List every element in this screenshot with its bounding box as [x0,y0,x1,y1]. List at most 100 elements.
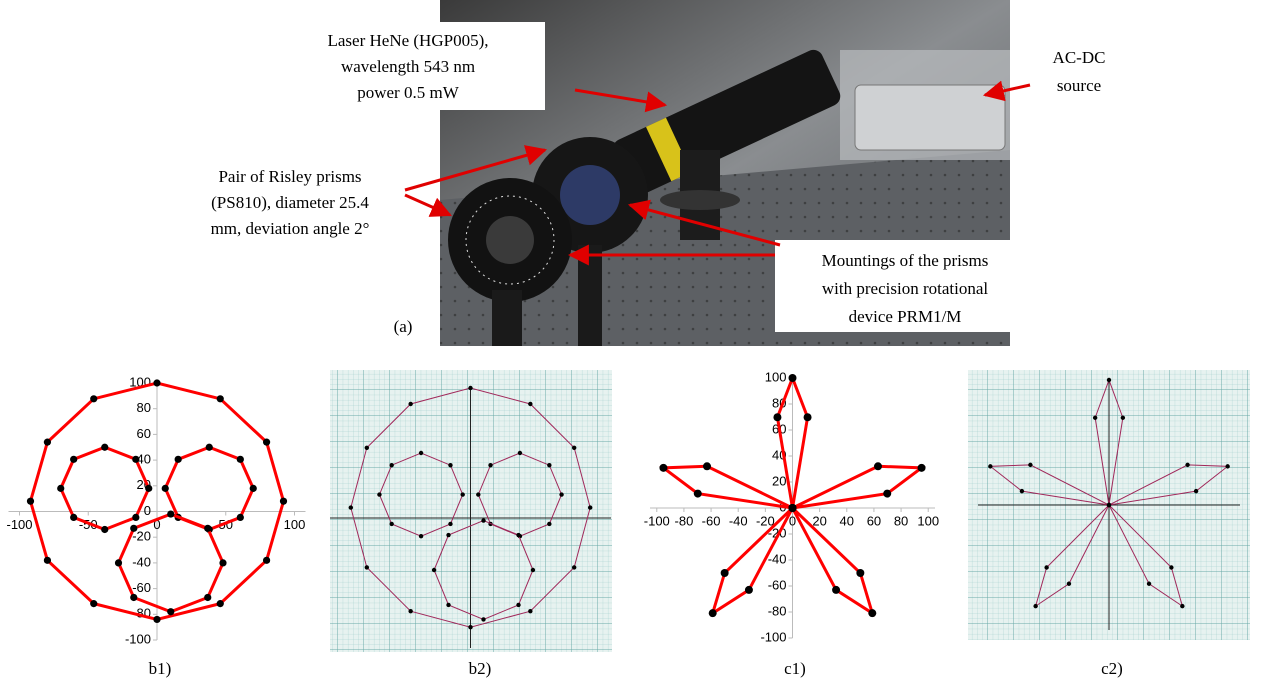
data-point [237,456,244,463]
caption: c1) [784,659,806,678]
data-point [130,594,137,601]
data-point [476,492,480,496]
y-tick-label: -40 [768,551,787,566]
data-point [250,485,257,492]
annotation: Laser HeNe (HGP005), [328,31,489,50]
data-point [217,395,224,402]
data-point [1067,582,1071,586]
data-point [446,533,450,537]
data-point [132,456,139,463]
x-tick-label: 100 [284,517,306,532]
y-tick-label: 80 [137,400,151,415]
data-point [1028,463,1032,467]
data-point [531,568,535,572]
data-point [1121,416,1125,420]
data-point [868,609,876,617]
x-tick-label: 20 [812,513,826,528]
data-point [547,522,551,526]
data-point [44,439,51,446]
data-point [572,565,576,569]
data-point [559,492,563,496]
x-tick-label: 40 [840,513,854,528]
data-point [204,525,211,532]
data-point [206,444,213,451]
data-point [918,464,926,472]
data-point [1033,604,1037,608]
data-point [659,464,667,472]
y-tick-label: -100 [125,631,151,646]
data-point [988,464,992,468]
data-point [132,514,139,521]
data-point [721,569,729,577]
page: Laser HeNe (HGP005), wavelength 543 nm p… [0,0,1262,686]
data-point [547,463,551,467]
data-point [1093,416,1097,420]
y-tick-label: -80 [768,603,787,618]
annotation: Mountings of the prisms [822,251,989,270]
data-point [162,485,169,492]
data-point [481,518,485,522]
data-point [832,586,840,594]
data-point [1147,582,1151,586]
data-point [130,525,137,532]
data-point [745,586,753,594]
data-point [377,492,381,496]
caption: b2) [469,659,492,678]
data-point [789,504,797,512]
data-point [167,608,174,615]
annotation: power 0.5 mW [357,83,459,102]
data-point [518,451,522,455]
annotation: with precision rotational [822,279,988,298]
data-point [448,463,452,467]
data-point [408,402,412,406]
data-point [1194,489,1198,493]
x-tick-label: -60 [702,513,721,528]
y-tick-label: 20 [772,473,786,488]
panel-label: (a) [394,317,413,336]
data-point [460,492,464,496]
x-tick-label: -40 [729,513,748,528]
data-point [694,490,702,498]
data-point [488,463,492,467]
data-point [419,534,423,538]
annotation: (PS810), diameter 25.4 [211,193,369,212]
data-point [263,557,270,564]
y-tick-label: -100 [760,629,786,644]
data-point [883,490,891,498]
data-point [365,565,369,569]
annotation: source [1057,76,1101,95]
data-point [481,617,485,621]
x-tick-label: -100 [6,517,32,532]
data-point [528,402,532,406]
data-point [1107,503,1111,507]
data-point [516,603,520,607]
y-tick-label: -60 [132,580,151,595]
data-point [365,446,369,450]
annotation: mm, deviation angle 2° [211,219,370,238]
y-tick-label: 0 [144,503,151,518]
data-point [70,456,77,463]
data-point [856,569,864,577]
data-point [44,557,51,564]
data-point [57,485,64,492]
data-point [1107,378,1111,382]
y-tick-label: -40 [132,554,151,569]
annotation: Pair of Risley prisms [218,167,361,186]
data-point [153,616,160,623]
data-point [115,559,122,566]
data-point [101,526,108,533]
annotation: AC-DC [1053,48,1106,67]
data-point [1020,489,1024,493]
data-point [1225,464,1229,468]
y-tick-label: 60 [137,426,151,441]
data-point [804,413,812,421]
x-tick-label: 60 [867,513,881,528]
data-point [90,395,97,402]
data-point [448,522,452,526]
data-point [1044,565,1048,569]
data-point [572,446,576,450]
x-tick-label: -100 [644,513,670,528]
data-point [204,594,211,601]
data-point [408,609,412,613]
data-point [217,600,224,607]
